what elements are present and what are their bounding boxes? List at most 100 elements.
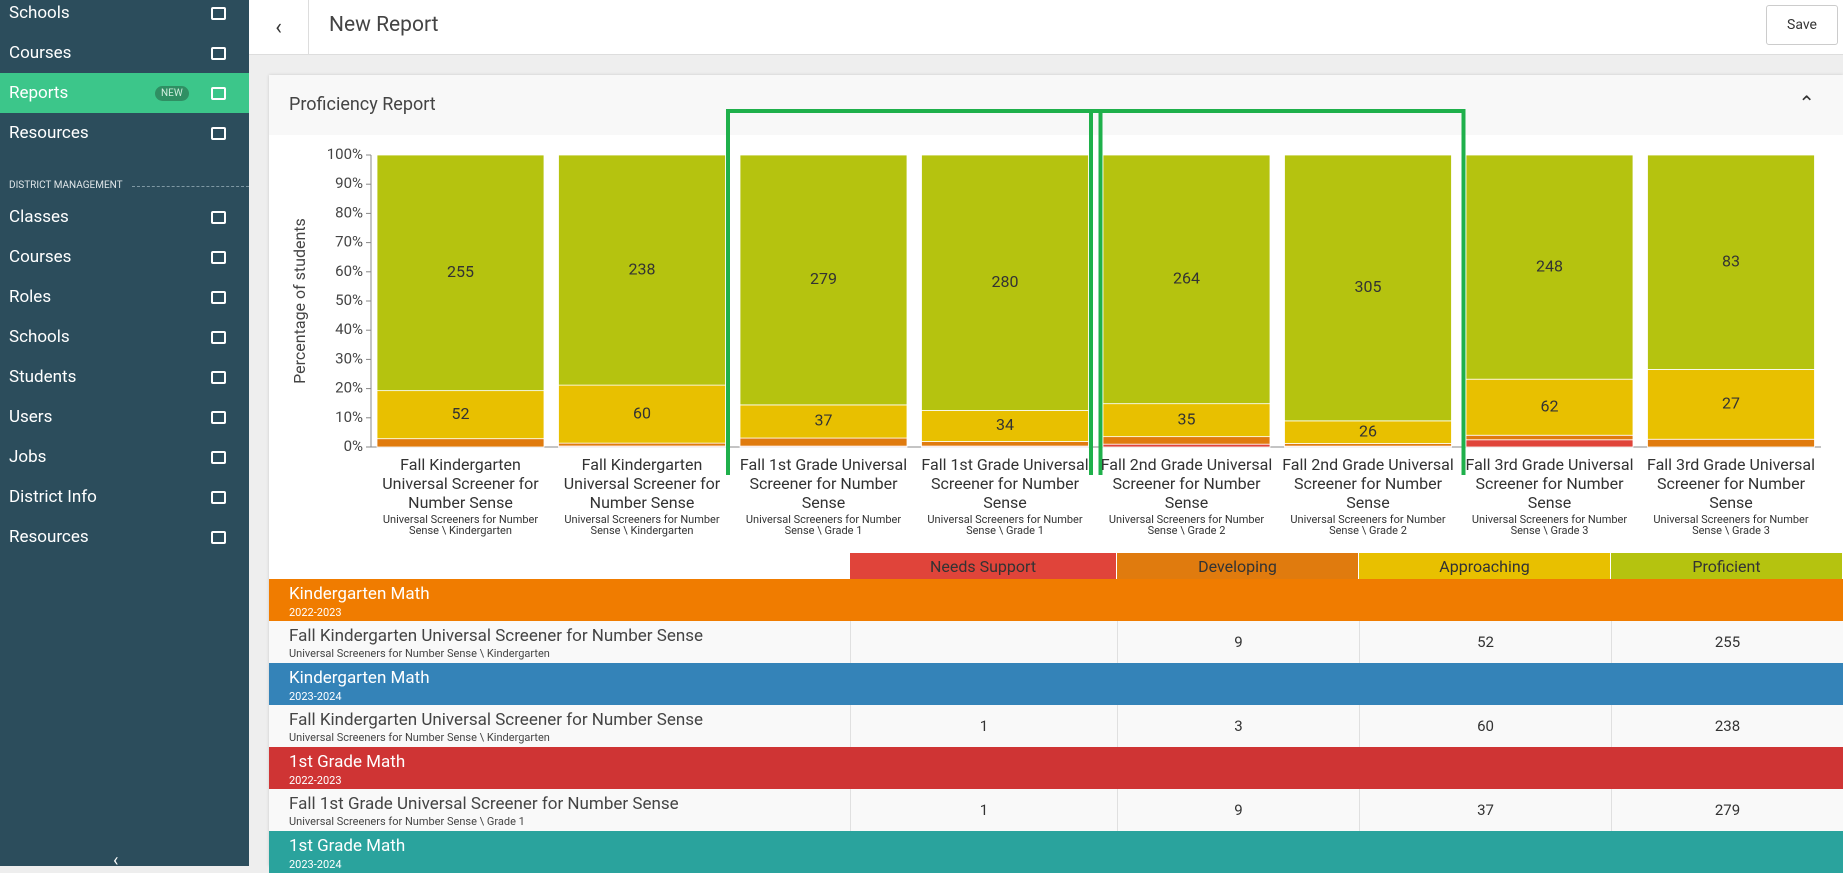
value-label: 34: [996, 415, 1014, 434]
value-label: 238: [629, 259, 656, 278]
category-sub: Universal Screeners for Number Sense \ G…: [1108, 513, 1265, 537]
nav-label: Roles: [9, 287, 52, 307]
value-label: 35: [1178, 409, 1196, 428]
category-name: Fall 2nd Grade Universal Screener for Nu…: [1100, 455, 1273, 512]
group-row[interactable]: 1st Grade Math 2023-2024: [269, 831, 1843, 873]
bar-segment: [1465, 434, 1634, 441]
x-tick-label: Fall 1st Grade Universal Screener for Nu…: [919, 455, 1091, 536]
category-sub: Universal Screeners for Number Sense \ G…: [1290, 513, 1446, 537]
nav-item[interactable]: Resources: [0, 113, 249, 153]
category-name: Fall 3rd Grade Universal Screener for Nu…: [1465, 455, 1634, 512]
nav-item[interactable]: Reports NEW: [0, 73, 249, 113]
row-name: Fall 1st Grade Universal Screener for Nu…: [289, 794, 679, 814]
row-sub: Universal Screeners for Number Sense \ G…: [289, 815, 525, 828]
x-tick-label: Fall 2nd Grade Universal Screener for Nu…: [1101, 455, 1273, 536]
nav-item[interactable]: Courses: [0, 237, 249, 277]
nav-label: Resources: [9, 527, 89, 547]
value-label: 60: [633, 403, 651, 422]
bar-segment: [1465, 154, 1634, 380]
panel-header: Proficiency Report ⌃: [269, 75, 1843, 135]
section-title: DISTRICT MANAGEMENT: [9, 180, 123, 191]
nav-icon: [211, 530, 226, 544]
nav-icon: [211, 290, 226, 304]
nav-label: Schools: [9, 3, 70, 23]
nav-label: Reports: [9, 83, 69, 103]
back-button[interactable]: ‹: [249, 0, 309, 54]
bar-segment: [1102, 443, 1271, 448]
data-row: Fall Kindergarten Universal Screener for…: [269, 621, 1843, 664]
data-row: Fall 1st Grade Universal Screener for Nu…: [269, 789, 1843, 832]
nav-item[interactable]: Courses: [0, 33, 249, 73]
category-name: Fall Kindergarten Universal Screener for…: [382, 455, 539, 512]
nav-icon: [211, 330, 226, 344]
legend-header: Proficient: [1611, 553, 1843, 579]
nav-badge: NEW: [155, 85, 189, 101]
group-year: 2023-2024: [289, 858, 342, 871]
group-row[interactable]: 1st Grade Math 2022-2023: [269, 747, 1843, 789]
category-name: Fall 3rd Grade Universal Screener for Nu…: [1647, 455, 1815, 512]
bar-segment: [921, 441, 1089, 447]
value-label: 280: [992, 272, 1019, 291]
group-name: Kindergarten Math: [289, 584, 430, 604]
count-cell: 37: [1359, 789, 1611, 831]
y-axis-label: Percentage of students: [290, 218, 309, 384]
nav-icon: [211, 370, 226, 384]
nav-item[interactable]: Users: [0, 397, 249, 437]
save-button[interactable]: Save: [1766, 5, 1838, 45]
nav-item[interactable]: District Info: [0, 477, 249, 517]
count-cell: 1: [850, 789, 1117, 831]
value-label: 27: [1722, 394, 1740, 413]
group-name: 1st Grade Math: [289, 752, 406, 772]
y-tick-label: 10%: [335, 408, 363, 426]
collapse-button[interactable]: ‹: [113, 850, 119, 871]
sidebar: DISTRICT MANAGEMENT ‹ Schools Courses Repo…: [0, 0, 249, 871]
category-sub: Universal Screeners for Number Sense \ G…: [1471, 513, 1628, 537]
page-title: New Report: [329, 13, 439, 37]
category-sub: Universal Screeners for Number Sense \ K…: [382, 513, 539, 537]
nav-icon: [211, 250, 226, 264]
category-name: Fall Kindergarten Universal Screener for…: [563, 455, 721, 512]
value-label: 37: [815, 411, 833, 430]
y-tick-label: 90%: [335, 174, 363, 192]
bar-segment: [558, 384, 726, 444]
value-label: 52: [452, 404, 470, 423]
group-name: Kindergarten Math: [289, 668, 430, 688]
bar-segment: [1465, 439, 1634, 448]
count-cell: 238: [1611, 705, 1843, 747]
nav-item[interactable]: Students: [0, 357, 249, 397]
y-tick-label: 0%: [344, 437, 363, 455]
nav-icon: [211, 86, 226, 100]
nav-icon: [211, 450, 226, 464]
bar-segment: [739, 404, 908, 439]
category-name: Fall 1st Grade Universal Screener for Nu…: [921, 455, 1089, 512]
y-tick-label: 60%: [335, 262, 363, 280]
chart: 0% 10% 20% 30% 40% 50% 60% 70% 80% 90% 100% Percent…: [290, 109, 1821, 475]
nav-item[interactable]: Roles: [0, 277, 249, 317]
legend-header: Needs Support: [850, 553, 1117, 579]
value-label: 279: [810, 269, 837, 288]
collapse-panel[interactable]: ⌃: [1798, 91, 1815, 115]
nav-item[interactable]: Schools: [0, 0, 249, 33]
nav-label: Schools: [9, 327, 70, 347]
count-cell: 279: [1611, 789, 1843, 831]
value-label: 255: [447, 262, 474, 281]
category-sub: Universal Screeners for Number Sense \ G…: [927, 513, 1083, 537]
bar-segment: [376, 154, 545, 392]
bar-segment: [376, 438, 545, 448]
count-cell: 3: [1117, 705, 1359, 747]
group-row[interactable]: Kindergarten Math 2022-2023: [269, 579, 1843, 621]
group-name: 1st Grade Math: [289, 836, 406, 856]
count-cell: 1: [850, 705, 1117, 747]
nav-item[interactable]: Schools: [0, 317, 249, 357]
nav-item[interactable]: Classes: [0, 197, 249, 237]
row-name: Fall Kindergarten Universal Screener for…: [289, 710, 704, 730]
group-row[interactable]: Kindergarten Math 2023-2024: [269, 663, 1843, 705]
nav-item[interactable]: Resources: [0, 517, 249, 557]
report-panel: Proficiency Report ⌃ 0% 10% 20% 30% 40% 50% 60…: [269, 75, 1843, 866]
nav-item[interactable]: Jobs: [0, 437, 249, 477]
group-year: 2023-2024: [289, 690, 342, 703]
nav-icon: [211, 46, 226, 60]
x-tick-label: Fall 3rd Grade Universal Screener for Nu…: [1645, 455, 1817, 536]
bar-segment: [376, 390, 545, 440]
